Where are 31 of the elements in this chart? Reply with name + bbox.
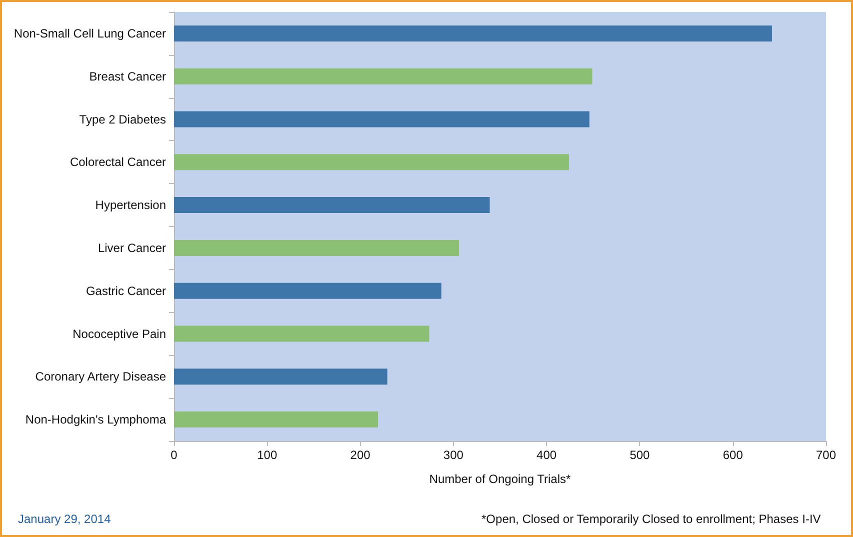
x-tick-label: 300 — [443, 448, 464, 462]
y-tick-label: Breast Cancer — [89, 69, 166, 84]
x-tick-label: 500 — [630, 448, 650, 462]
x-tick-label: 0 — [170, 448, 178, 462]
bar — [174, 368, 388, 385]
x-tick-label: 600 — [722, 448, 744, 462]
bar — [174, 282, 442, 299]
bar — [174, 412, 378, 428]
y-tick-label: Gastric Cancer — [86, 284, 166, 298]
y-tick-label: Coronary Artery Disease — [35, 370, 166, 384]
bar — [174, 240, 460, 256]
y-tick-label: Type 2 Diabetes — [79, 112, 166, 126]
bar — [174, 25, 772, 42]
bar — [174, 197, 490, 214]
text: January 29, 2014 — [18, 512, 112, 526]
x-tick-label: 100 — [257, 448, 278, 462]
bar — [174, 154, 569, 170]
text: *Open, Closed or Temporarily Closed to enrollment; Phases I-IV — [482, 512, 821, 526]
y-tick-label: Non-Small Cell Lung Cancer — [14, 26, 166, 40]
y-tick-label: Colorectal Cancer — [70, 155, 166, 170]
x-tick-label: 700 — [816, 448, 836, 462]
x-tick-label: 400 — [536, 448, 557, 462]
bar — [174, 111, 590, 128]
y-tick-label: Non-Hodgkin's Lymphoma — [25, 412, 166, 427]
bar — [174, 68, 592, 84]
y-tick-label: Liver Cancer — [98, 240, 166, 255]
y-tick-label: Hypertension — [95, 198, 166, 212]
x-tick-label: 200 — [350, 448, 371, 462]
y-tick-label: Nococeptive Pain — [72, 326, 166, 341]
bar — [174, 326, 430, 342]
x-axis-title: Number of Ongoing Trials* — [429, 472, 572, 486]
